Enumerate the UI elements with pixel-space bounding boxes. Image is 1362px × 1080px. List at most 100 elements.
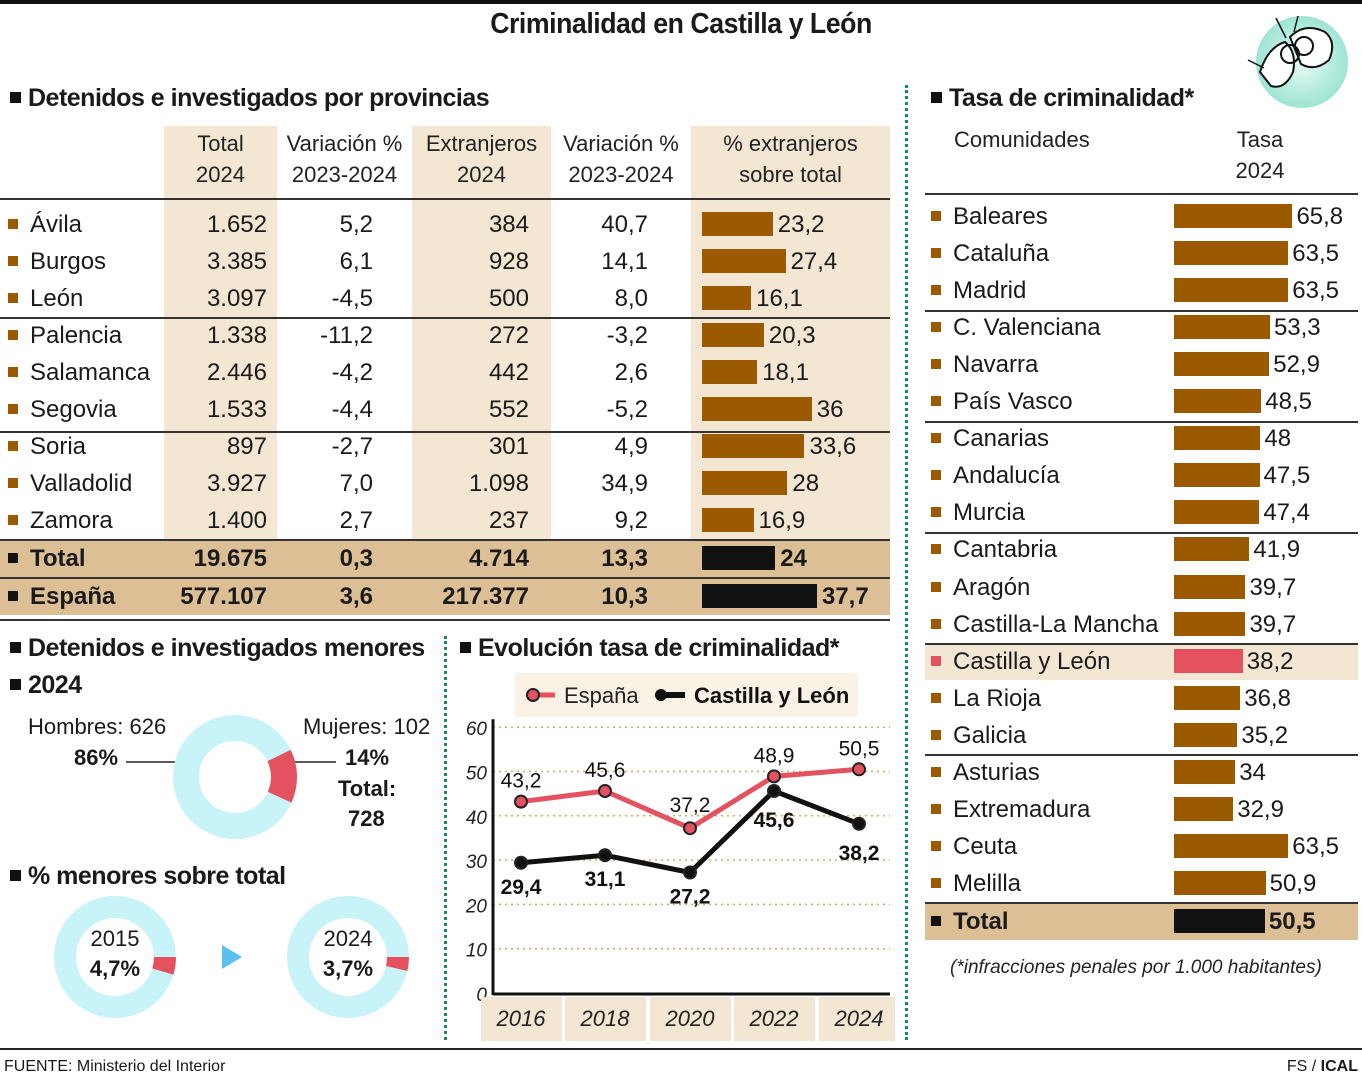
bullet-square-icon (460, 642, 471, 653)
row-label: Castilla-La Mancha (931, 606, 1158, 643)
column-header-line1: Total (197, 131, 244, 156)
tasa-heading-text: Tasa de criminalidad* (949, 84, 1194, 112)
row-separator (0, 619, 890, 621)
row-separator (0, 539, 890, 541)
tasa-value: 63,5 (1292, 240, 1340, 268)
x-tick-label: 2020 (665, 1006, 716, 1031)
row-label: España (8, 578, 115, 615)
y-tick-label: 0 (476, 985, 487, 1006)
data-label: 45,6 (585, 759, 626, 782)
cell-variacion: -4,4 (331, 396, 373, 423)
tasa-value: 39,7 (1249, 610, 1297, 638)
community-name: Castilla-La Mancha (953, 610, 1159, 638)
pct-extranjeros-label: 37,7 (821, 583, 869, 610)
tasa-bar (1174, 796, 1234, 821)
cell-variacion: -4,2 (331, 359, 373, 386)
x-tick-bg (565, 997, 646, 1041)
pct-extranjeros-bar (702, 434, 805, 458)
community-name: Murcia (953, 499, 1026, 527)
data-label: 37,2 (670, 794, 711, 817)
pct-extranjeros-bar (702, 397, 812, 421)
cell-total: 19.675 (193, 545, 267, 572)
x-tick-bg (481, 997, 562, 1041)
bullet-square-icon (8, 591, 18, 601)
row-separator (925, 193, 1358, 195)
tasa-bar (1174, 648, 1243, 673)
column-header-line1: Variación % (286, 131, 403, 156)
bullet-square-icon (8, 293, 18, 303)
row-label: Total (931, 903, 1009, 940)
cell-variacion-extranjeros: -3,2 (606, 322, 648, 349)
row-label: León (8, 280, 83, 317)
bullet-square-icon (931, 803, 941, 814)
pct-extranjeros-label: 28 (792, 470, 820, 497)
credit: FS / ICAL (1287, 1058, 1358, 1076)
row-label: Asturias (931, 754, 1040, 791)
tasa-bar (1174, 500, 1260, 525)
menores-heading-text: Detenidos e investigados menores (28, 634, 425, 662)
tasa-value: 41,9 (1253, 536, 1301, 564)
column-header-line2: 2023-2024 (568, 162, 674, 187)
donut-gender-base (173, 715, 297, 839)
community-name: Canarias (953, 425, 1050, 453)
cell-variacion-extranjeros: -5,2 (606, 396, 648, 423)
community-name: Aragón (953, 573, 1031, 601)
credit-agency: ICAL (1320, 1058, 1358, 1075)
community-name: Asturias (953, 758, 1040, 786)
y-tick-label: 30 (466, 852, 488, 873)
x-tick-label: 2022 (749, 1006, 799, 1031)
cell-variacion: -11,2 (320, 322, 373, 349)
tasa-bar (1174, 537, 1250, 562)
pct-extranjeros-bar (702, 471, 788, 495)
row-label: Segovia (8, 391, 117, 428)
page-title: Criminalidad en Castilla y León (490, 8, 872, 40)
community-name: Ceuta (953, 832, 1018, 860)
column-bg-total (164, 126, 277, 540)
cell-extranjeros: 4.714 (468, 545, 529, 572)
province-name: Ávila (30, 211, 83, 238)
cell-variacion: 2,7 (339, 507, 373, 534)
bullet-square-icon (8, 478, 18, 488)
data-label: 43,2 (501, 770, 542, 793)
cell-total: 3.097 (206, 285, 267, 312)
data-point (852, 762, 866, 777)
tasa-bar (1174, 463, 1260, 488)
bullet-square-icon (931, 470, 941, 481)
data-point (514, 855, 528, 870)
row-label: La Rioja (931, 680, 1041, 717)
community-name: Andalucía (953, 462, 1060, 490)
y-tick-label: 10 (466, 941, 488, 962)
row-label: Baleares (931, 198, 1048, 235)
province-name: Zamora (30, 507, 113, 534)
bullet-square-icon (931, 359, 941, 370)
bullet-square-icon (931, 877, 941, 888)
row-separator (0, 577, 890, 579)
row-label: Ceuta (931, 828, 1017, 865)
pct-extranjeros-label: 24 (780, 545, 807, 572)
bullet-square-icon (931, 211, 941, 221)
tasa-value: 53,3 (1273, 314, 1321, 342)
x-tick-bg (819, 997, 895, 1041)
bullet-square-icon (931, 507, 941, 518)
cell-total: 3.385 (206, 248, 267, 275)
tasa-value: 32,9 (1237, 795, 1284, 823)
cell-variacion: 0,3 (339, 545, 373, 572)
highlight-row-bg (925, 903, 1358, 940)
column-header: Variación % 2023-2024 (551, 128, 691, 190)
tasa-bar (1174, 574, 1246, 599)
row-label: Ávila (8, 206, 82, 243)
bullet-square-icon (931, 396, 941, 407)
donut-chart-gender (126, 715, 336, 839)
evolucion-heading: Evolución tasa de criminalidad* (460, 634, 840, 663)
bullet-square-icon (8, 367, 18, 377)
column-header: % extranjeros sobre total (691, 128, 890, 190)
row-label: País Vasco (931, 383, 1073, 420)
row-label: Canarias (931, 420, 1049, 457)
bullet-square-icon (931, 92, 942, 103)
pct-extranjeros-bar (702, 508, 754, 532)
tasa-col-line2: 2024 (1235, 158, 1285, 183)
row-label: Andalucía (931, 457, 1060, 494)
mujeres-label: Mujeres: 102 (303, 714, 431, 739)
pct-extranjeros-label: 16,9 (758, 507, 806, 534)
tasa-bar (1174, 759, 1236, 784)
